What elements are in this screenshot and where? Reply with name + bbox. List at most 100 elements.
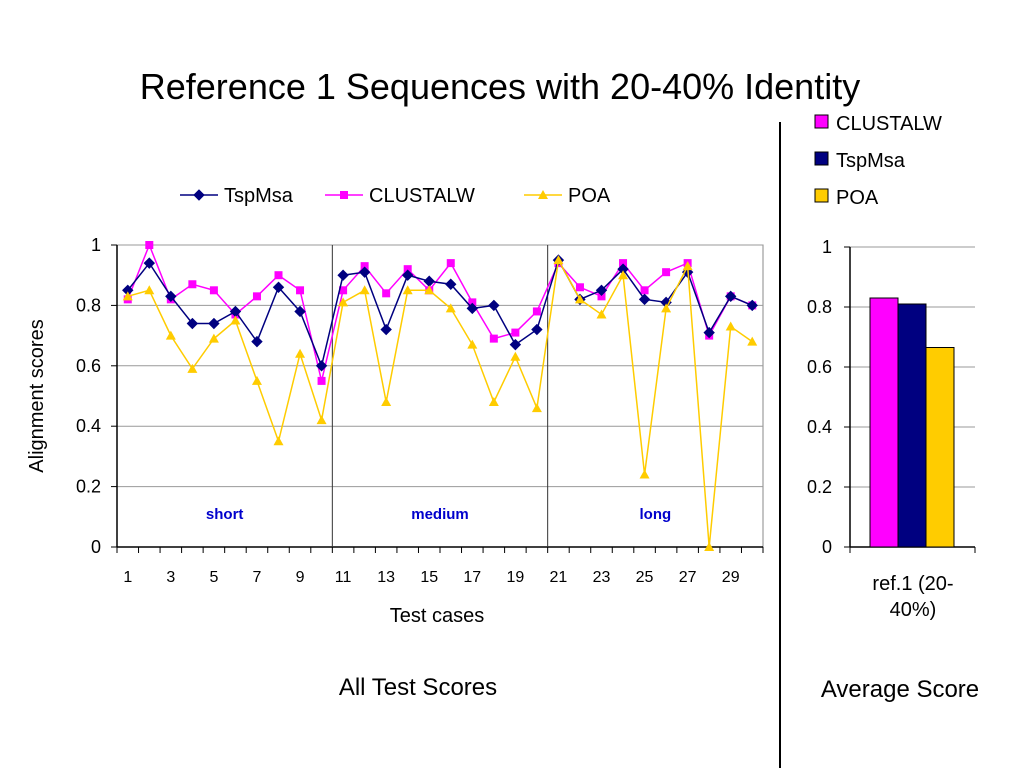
section-divider [779, 122, 781, 768]
bar-legend-label-tspmsa: TspMsa [836, 150, 906, 172]
data-point-clustalw [619, 259, 628, 268]
bar-ytick-label: 1 [822, 237, 832, 257]
line-chart-caption: All Test Scores [338, 674, 498, 701]
data-point-poa [381, 397, 392, 407]
data-point-tspmsa [531, 323, 543, 336]
bar-legend-swatch-clustalw [814, 114, 829, 129]
data-point-tspmsa [294, 305, 306, 318]
bar-category-label: ref.1 (20- [872, 573, 953, 595]
bar-ytick-label: 0.6 [807, 357, 832, 377]
data-point-poa [682, 261, 693, 271]
data-point-clustalw [446, 259, 455, 268]
line-xtick-label: 1 [123, 569, 132, 586]
bar-poa [925, 347, 955, 548]
data-point-tspmsa [337, 269, 349, 281]
line-x-axis-title: Test cases [390, 605, 484, 627]
data-point-poa [467, 339, 478, 349]
line-xtick-label: 19 [506, 569, 524, 586]
legend-marker-clustalw [340, 191, 348, 199]
data-point-poa [295, 348, 306, 358]
line-xtick-label: 5 [209, 569, 218, 586]
data-point-tspmsa [165, 290, 177, 303]
legend-label-tspmsa: TspMsa [224, 185, 294, 207]
data-point-poa [359, 285, 370, 295]
bar-legend-label-poa: POA [836, 187, 879, 209]
data-point-poa [144, 285, 155, 295]
line-ytick-label: 0.2 [76, 477, 101, 497]
bar-tspmsa [897, 303, 927, 548]
data-point-clustalw [188, 280, 197, 289]
data-point-clustalw [209, 286, 218, 295]
line-xtick-label: 23 [593, 569, 611, 586]
data-point-clustalw [662, 268, 671, 277]
line-xtick-label: 13 [377, 569, 395, 586]
data-point-poa [574, 294, 585, 304]
data-point-tspmsa [143, 257, 156, 269]
section-label-short: short [206, 506, 244, 523]
data-point-poa [402, 285, 413, 295]
data-point-tspmsa [638, 293, 651, 306]
data-point-poa [122, 291, 133, 301]
data-point-tspmsa [272, 281, 285, 293]
data-point-poa [510, 351, 521, 361]
data-point-clustalw [360, 262, 369, 271]
data-point-tspmsa [746, 299, 758, 312]
line-xtick-label: 3 [166, 569, 175, 586]
data-point-poa [187, 363, 198, 373]
legend-marker-tspmsa [193, 189, 205, 201]
legend-marker-poa [538, 190, 548, 199]
bar-clustalw [869, 297, 899, 548]
bar-legend-swatch-tspmsa [814, 151, 829, 166]
section-label-long: long [640, 506, 672, 523]
line-y-axis-title: Alignment scores [26, 319, 48, 472]
bar-category-label: 40%) [890, 599, 937, 621]
line-xtick-label: 9 [296, 569, 305, 586]
data-point-clustalw [274, 271, 283, 280]
line-xtick-label: 15 [420, 569, 438, 586]
data-point-poa [553, 255, 564, 265]
data-point-poa [165, 330, 176, 340]
data-point-tspmsa [509, 338, 522, 351]
data-point-tspmsa [445, 278, 457, 290]
data-point-poa [725, 321, 736, 331]
data-point-clustalw [575, 283, 584, 292]
data-point-poa [661, 303, 672, 313]
line-xtick-label: 27 [679, 569, 697, 586]
data-point-clustalw [597, 292, 606, 301]
data-point-poa [338, 297, 349, 307]
data-point-clustalw [468, 298, 477, 307]
data-point-poa [251, 375, 262, 385]
data-point-poa [424, 285, 435, 295]
bar-chart-caption: Average Score [820, 676, 980, 703]
line-xtick-label: 11 [335, 569, 352, 586]
legend-label-poa: POA [568, 185, 611, 207]
line-xtick-label: 25 [636, 569, 654, 586]
bar-ytick-label: 0.8 [807, 297, 832, 317]
line-ytick-label: 0 [91, 537, 101, 557]
data-point-tspmsa [703, 326, 715, 339]
data-point-tspmsa [380, 323, 392, 336]
data-point-clustalw [489, 334, 498, 343]
bar-legend-label-clustalw: CLUSTALW [836, 113, 942, 135]
data-point-clustalw [511, 328, 520, 337]
data-point-poa [488, 397, 499, 407]
line-xtick-label: 17 [463, 569, 481, 586]
page-title: Reference 1 Sequences with 20-40% Identi… [139, 66, 861, 107]
data-point-tspmsa [401, 269, 414, 281]
line-xtick-label: 7 [253, 569, 262, 586]
data-point-clustalw [296, 286, 305, 295]
data-point-poa [445, 303, 456, 313]
data-point-poa [618, 270, 629, 280]
data-point-poa [208, 333, 219, 343]
data-point-tspmsa [488, 299, 500, 312]
data-point-poa [596, 309, 607, 319]
data-point-poa [531, 403, 542, 413]
data-point-poa [639, 469, 650, 479]
data-point-clustalw [403, 265, 412, 274]
line-ytick-label: 0.6 [76, 356, 101, 376]
data-point-tspmsa [251, 335, 263, 348]
line-xtick-label: 21 [550, 569, 568, 586]
data-point-poa [273, 436, 284, 446]
data-point-poa [316, 415, 327, 425]
data-point-tspmsa [315, 360, 328, 372]
